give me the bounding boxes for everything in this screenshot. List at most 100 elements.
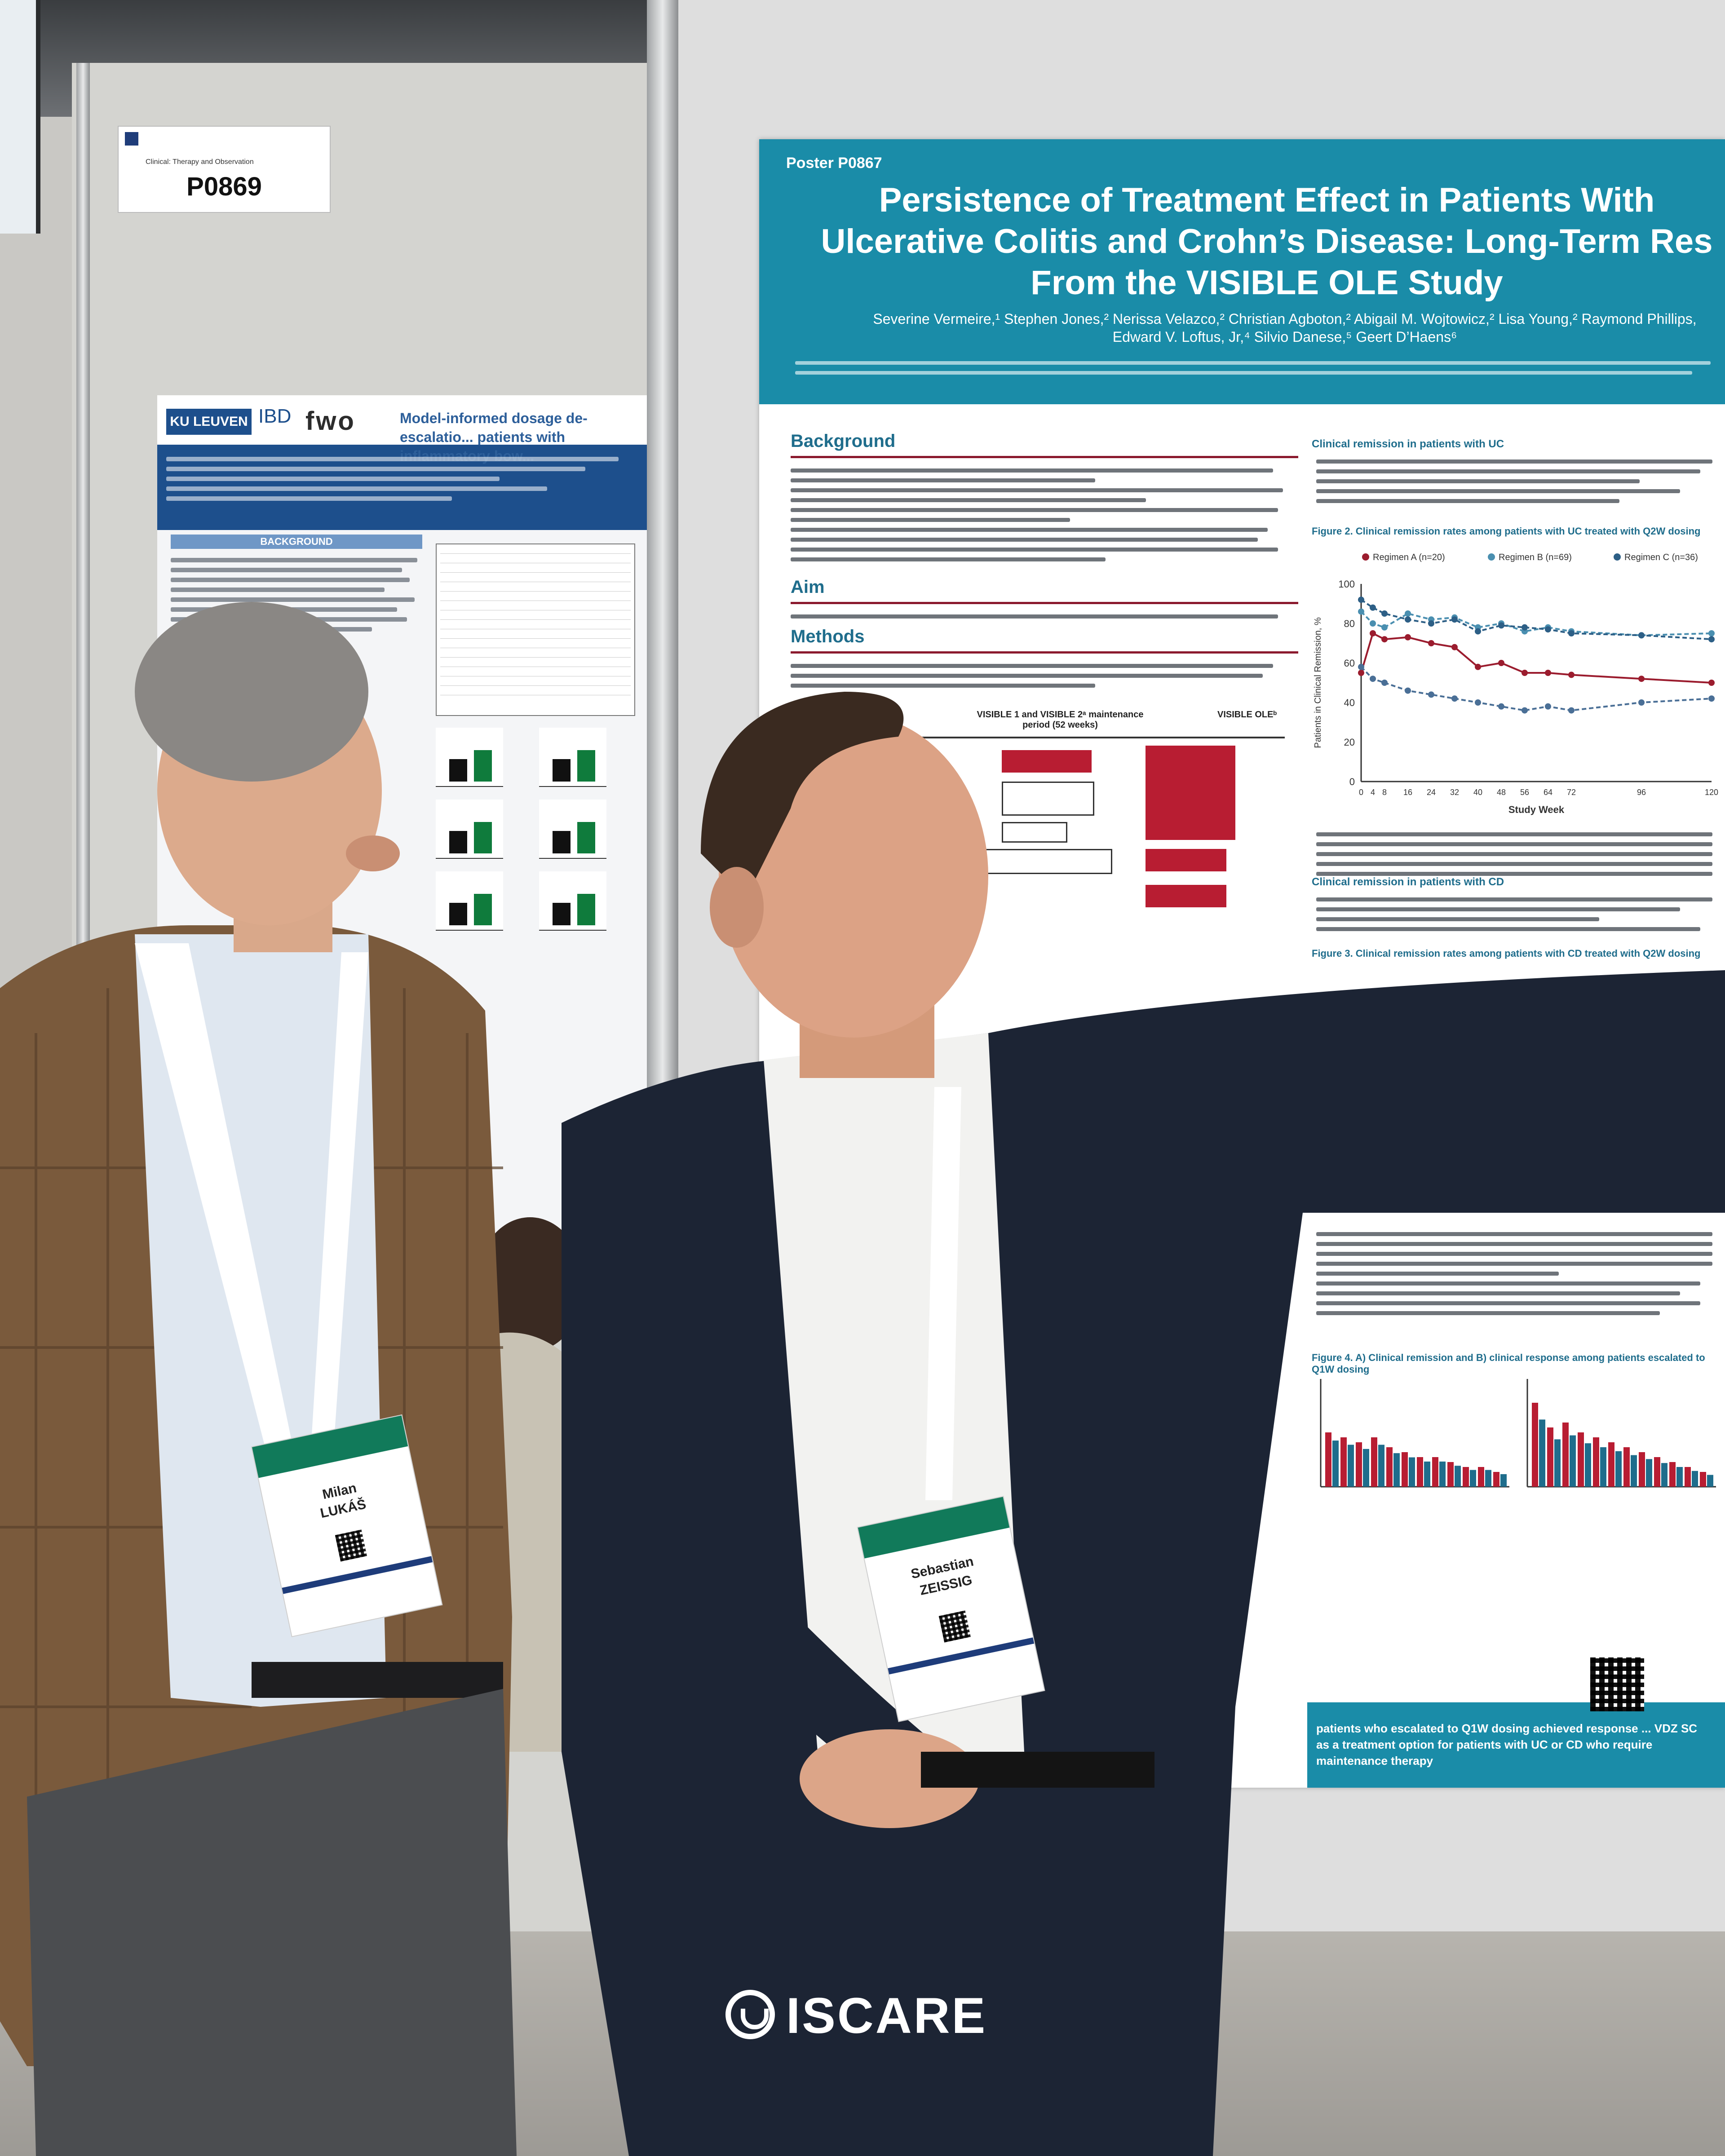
poster-authors: Severine Vermeire,¹ Stephen Jones,² Neri…	[836, 310, 1725, 346]
ku-leuven-logo: KU LEUVEN	[166, 409, 252, 435]
figure-3-title: Figure 3. Clinical remission rates among…	[1312, 948, 1701, 959]
mini-bar-chart	[436, 800, 503, 859]
y-tick-label: 80	[1344, 618, 1355, 629]
data-point	[1381, 624, 1388, 631]
poster-affiliations	[795, 355, 1725, 381]
data-point	[1451, 695, 1458, 702]
data-point	[1475, 628, 1481, 635]
bar	[1631, 1455, 1637, 1487]
data-point	[1475, 699, 1481, 706]
bar	[1639, 1452, 1645, 1487]
section-rule	[791, 456, 1298, 458]
flow-box-red	[1146, 849, 1226, 871]
data-point	[1370, 620, 1376, 627]
data-point	[1370, 604, 1376, 611]
conclusion-box: patients who escalated to Q1W dosing ach…	[1307, 1702, 1725, 1788]
bar	[1409, 1457, 1415, 1487]
data-point	[1522, 707, 1528, 714]
data-point	[1405, 616, 1411, 623]
figure-4-bar-chart	[1320, 1379, 1716, 1488]
legend-marker	[1614, 553, 1621, 561]
data-point	[1638, 676, 1645, 682]
x-tick-label: 120	[1705, 788, 1718, 797]
data-point	[1568, 672, 1575, 678]
x-tick-label: 96	[1637, 788, 1646, 797]
iscare-logo-icon	[725, 1990, 775, 2039]
bar	[1463, 1467, 1469, 1487]
data-point	[1568, 707, 1575, 714]
section-aim: Aim	[791, 577, 825, 597]
x-tick-label: 0	[1359, 788, 1363, 797]
bar	[1608, 1442, 1614, 1487]
bar	[1600, 1447, 1606, 1487]
data-point	[1708, 636, 1715, 643]
x-tick-label: 48	[1497, 788, 1506, 797]
data-point	[1498, 703, 1504, 710]
data-point	[1638, 699, 1645, 706]
flow-box-red	[1146, 746, 1235, 840]
bar	[1593, 1437, 1599, 1487]
y-tick-label: 20	[1344, 737, 1355, 748]
badge-qr-icon	[938, 1610, 971, 1643]
patient-count-table	[1316, 826, 1721, 882]
flow-label: VISIBLE OLEᵇ	[1217, 710, 1277, 720]
cd-text	[1316, 892, 1721, 937]
poster-title-line: Ulcerative Colitis and Crohn’s Disease: …	[821, 222, 1713, 261]
data-point	[1370, 630, 1376, 636]
data-point	[1381, 610, 1388, 617]
bar	[1378, 1445, 1384, 1487]
bar	[1478, 1467, 1484, 1487]
flow-box-red	[1002, 750, 1092, 773]
poster-title-line: From the VISIBLE OLE Study	[1031, 264, 1503, 302]
x-tick-label: 4	[1371, 788, 1375, 797]
bar	[1692, 1471, 1698, 1487]
legend-marker	[1488, 553, 1495, 561]
data-point	[1522, 624, 1528, 631]
methods-text	[791, 658, 1298, 694]
left-poster-title: Model-informed dosage de-escalatio... pa…	[400, 410, 588, 464]
bar	[1646, 1459, 1652, 1487]
data-point	[1381, 636, 1388, 643]
authors-line: Severine Vermeire,¹ Stephen Jones,² Neri…	[873, 311, 1697, 327]
uc-text	[1316, 454, 1721, 509]
qr-code	[1590, 1657, 1644, 1711]
bar	[1685, 1467, 1691, 1487]
bar	[1562, 1423, 1569, 1487]
bar	[1700, 1472, 1706, 1487]
flow-label: VISIBLE 1 and VISIBLE 2ᵃ maintenance per…	[977, 710, 1144, 730]
data-point	[1358, 596, 1364, 603]
window	[0, 0, 40, 234]
section-rule	[791, 602, 1298, 604]
data-point	[1568, 630, 1575, 636]
legend-marker	[1362, 553, 1369, 561]
mini-bar-chart	[436, 728, 503, 787]
legend-entry: Regimen B (n=69)	[1499, 552, 1572, 562]
poster-code: Poster P0867	[786, 155, 882, 172]
x-tick-label: 64	[1544, 788, 1552, 797]
section-background: Background	[791, 431, 896, 451]
data-point	[1358, 663, 1364, 670]
main-poster-header: Poster P0867 Persistence of Treatment Ef…	[759, 139, 1725, 404]
data-point	[1708, 630, 1715, 636]
watermark-text: ISCARE	[786, 1988, 987, 2044]
bar	[1455, 1466, 1461, 1487]
left-poster-logos: KU LEUVEN IBD fwo Model-informed dosage …	[157, 395, 647, 464]
bar	[1371, 1437, 1377, 1487]
x-tick-label: 56	[1520, 788, 1529, 797]
iscare-watermark: ISCARE	[725, 1985, 1013, 2044]
bar	[1417, 1457, 1423, 1487]
x-tick-label: 8	[1382, 788, 1387, 797]
x-tick-label: 16	[1403, 788, 1412, 797]
data-point	[1451, 616, 1458, 623]
data-point	[1498, 622, 1504, 629]
left-poster-background-heading: BACKGROUND	[171, 535, 422, 549]
label-category: Clinical: Therapy and Observation	[146, 158, 254, 166]
data-point	[1475, 663, 1481, 670]
flow-box	[1002, 822, 1067, 843]
x-axis-label: Study Week	[1508, 804, 1565, 815]
bar	[1500, 1474, 1507, 1487]
data-point	[1358, 670, 1364, 676]
cd-count-table	[1316, 1226, 1721, 1321]
crest-icon	[125, 132, 138, 146]
bar	[1348, 1445, 1354, 1487]
